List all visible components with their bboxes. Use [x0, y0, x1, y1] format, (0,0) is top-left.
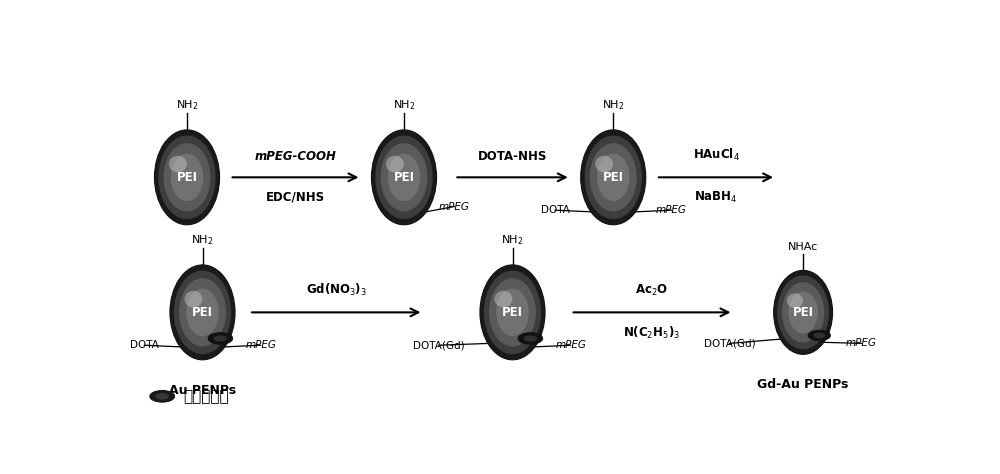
Ellipse shape [484, 271, 541, 354]
Ellipse shape [813, 333, 825, 338]
Text: NH$_2$: NH$_2$ [176, 98, 198, 111]
Text: mPEG-COOH: mPEG-COOH [255, 150, 336, 163]
Ellipse shape [782, 282, 824, 343]
Ellipse shape [371, 130, 437, 225]
Text: NH$_2$: NH$_2$ [501, 233, 524, 246]
Ellipse shape [777, 275, 829, 349]
Ellipse shape [788, 292, 818, 333]
Ellipse shape [518, 333, 543, 344]
Ellipse shape [386, 156, 404, 173]
Ellipse shape [388, 154, 420, 201]
Text: NH$_2$: NH$_2$ [393, 98, 415, 111]
Text: Gd(NO$_3$)$_3$: Gd(NO$_3$)$_3$ [306, 282, 367, 298]
Text: DOTA: DOTA [541, 205, 570, 215]
Text: NH$_2$: NH$_2$ [602, 98, 625, 111]
Text: PEI: PEI [793, 306, 814, 319]
Ellipse shape [179, 278, 226, 346]
Text: PEI: PEI [394, 171, 415, 184]
Text: DOTA-NHS: DOTA-NHS [478, 150, 547, 163]
Text: Au PENPs: Au PENPs [169, 383, 236, 397]
Ellipse shape [208, 333, 233, 344]
Text: mPEG: mPEG [439, 201, 470, 211]
Ellipse shape [184, 291, 202, 307]
Ellipse shape [164, 143, 210, 211]
Text: Gd-Au PENPs: Gd-Au PENPs [757, 378, 849, 391]
Ellipse shape [171, 154, 203, 201]
Ellipse shape [496, 289, 529, 336]
Ellipse shape [375, 136, 433, 219]
Text: DOTA(Gd): DOTA(Gd) [413, 340, 465, 350]
Ellipse shape [186, 289, 219, 336]
Text: DOTA: DOTA [130, 340, 159, 350]
Ellipse shape [774, 270, 833, 355]
Ellipse shape [169, 156, 187, 173]
Ellipse shape [150, 391, 175, 402]
Ellipse shape [787, 293, 803, 308]
Ellipse shape [808, 330, 831, 341]
Text: mPEG: mPEG [846, 338, 877, 348]
Text: DOTA(Gd): DOTA(Gd) [704, 338, 755, 348]
Text: PEI: PEI [603, 171, 624, 184]
Text: NHAc: NHAc [788, 242, 818, 252]
Ellipse shape [494, 291, 512, 307]
Ellipse shape [214, 335, 227, 342]
Text: Ac$_2$O: Ac$_2$O [635, 283, 669, 298]
Ellipse shape [480, 265, 545, 360]
Ellipse shape [174, 271, 231, 354]
Text: mPEG: mPEG [555, 340, 586, 350]
Ellipse shape [597, 154, 630, 201]
Ellipse shape [581, 130, 646, 225]
Ellipse shape [585, 136, 642, 219]
Text: NH$_2$: NH$_2$ [191, 233, 214, 246]
Text: NaBH$_4$: NaBH$_4$ [694, 190, 738, 205]
Ellipse shape [155, 393, 169, 400]
Ellipse shape [154, 130, 220, 225]
Ellipse shape [381, 143, 427, 211]
Ellipse shape [158, 136, 216, 219]
Ellipse shape [489, 278, 536, 346]
Ellipse shape [595, 156, 613, 173]
Text: PEI: PEI [176, 171, 198, 184]
Text: HAuCl$_4$: HAuCl$_4$ [693, 146, 739, 163]
Text: EDC/NHS: EDC/NHS [266, 190, 325, 203]
Text: PEI: PEI [192, 306, 213, 319]
Ellipse shape [590, 143, 637, 211]
Text: mPEG: mPEG [245, 340, 276, 350]
Text: 金纳米颗粒: 金纳米颗粒 [183, 389, 229, 404]
Ellipse shape [170, 265, 235, 360]
Text: mPEG: mPEG [656, 205, 687, 215]
Text: N(C$_2$H$_5$)$_3$: N(C$_2$H$_5$)$_3$ [623, 325, 681, 341]
Text: PEI: PEI [502, 306, 523, 319]
Ellipse shape [524, 335, 537, 342]
